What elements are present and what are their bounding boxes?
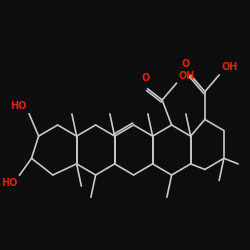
Text: O: O [142,73,150,83]
Text: HO: HO [1,178,17,188]
Text: OH: OH [179,70,195,81]
Text: OH: OH [222,62,238,72]
Text: HO: HO [10,101,27,111]
Text: O: O [182,60,190,70]
